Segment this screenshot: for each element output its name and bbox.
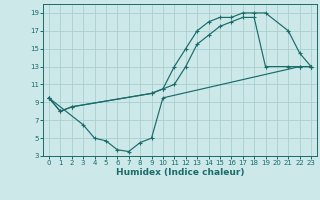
X-axis label: Humidex (Indice chaleur): Humidex (Indice chaleur) [116,168,244,177]
